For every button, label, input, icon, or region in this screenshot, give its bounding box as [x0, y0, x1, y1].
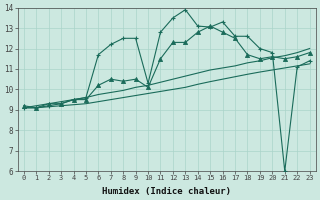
X-axis label: Humidex (Indice chaleur): Humidex (Indice chaleur) — [102, 187, 231, 196]
